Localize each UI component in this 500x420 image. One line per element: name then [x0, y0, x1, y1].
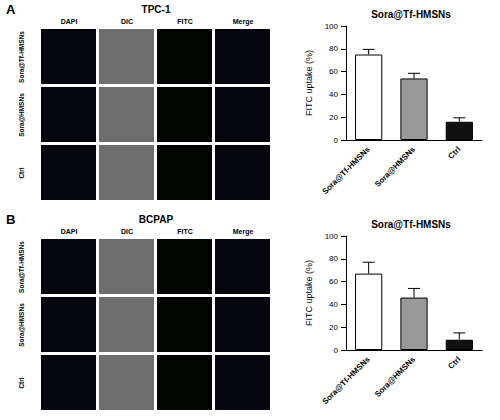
html-text:Sora@Tf-HMSNs: Sora@Tf-HMSNs — [17, 31, 25, 83]
html-text:DIC: DIC — [121, 228, 133, 235]
svg-text:Sora@Tf-HMSNs: Sora@Tf-HMSNs — [371, 9, 451, 20]
html-text:FITC: FITC — [177, 18, 193, 25]
html-text:Sora@Tf-HMSNs: Sora@Tf-HMSNs — [17, 241, 25, 293]
html-text:TPC-1: TPC-1 — [141, 4, 171, 15]
html-text:A: A — [6, 2, 16, 17]
html-text:B: B — [6, 212, 16, 227]
html-text:Sora@HMSNs: Sora@HMSNs — [17, 93, 25, 137]
svg-text:Sora@Tf-HMSNs: Sora@Tf-HMSNs — [320, 354, 372, 406]
svg-text:0: 0 — [334, 136, 339, 145]
svg-text:Sora@Tf-HMSNs: Sora@Tf-HMSNs — [320, 144, 372, 196]
svg-text:20: 20 — [329, 113, 338, 122]
html-text:FITC: FITC — [177, 228, 193, 235]
html-text:DAPI: DAPI — [60, 228, 78, 235]
svg-text:100: 100 — [325, 22, 339, 31]
html-text:Ctrl: Ctrl — [17, 167, 25, 179]
html-text:Sora@HMSNs: Sora@HMSNs — [17, 303, 25, 347]
html-text:Merge: Merge — [232, 228, 254, 235]
svg-text:40: 40 — [329, 300, 338, 309]
svg-text:Sora@HMSNs: Sora@HMSNs — [373, 354, 418, 399]
svg-text:40: 40 — [329, 90, 338, 99]
html-text:DAPI: DAPI — [60, 18, 78, 25]
svg-text:Sora@HMSNs: Sora@HMSNs — [373, 144, 418, 189]
html-text:BCPAP: BCPAP — [138, 214, 174, 225]
svg-text:FITC uptake (%): FITC uptake (%) — [304, 50, 314, 116]
svg-text:100: 100 — [325, 232, 339, 241]
svg-text:80: 80 — [329, 44, 338, 53]
svg-text:FITC uptake (%): FITC uptake (%) — [304, 260, 314, 326]
svg-text:20: 20 — [329, 323, 338, 332]
svg-text:60: 60 — [329, 277, 338, 286]
svg-text:80: 80 — [329, 254, 338, 263]
html-text:DIC: DIC — [121, 18, 133, 25]
svg-text:60: 60 — [329, 67, 338, 76]
html-text:Ctrl: Ctrl — [17, 377, 25, 389]
svg-text:Sora@Tf-HMSNs: Sora@Tf-HMSNs — [371, 219, 451, 230]
svg-text:0: 0 — [334, 346, 339, 355]
html-text:Merge: Merge — [232, 18, 254, 25]
svg-text:Ctrl: Ctrl — [446, 145, 462, 161]
svg-text:Ctrl: Ctrl — [446, 355, 462, 371]
